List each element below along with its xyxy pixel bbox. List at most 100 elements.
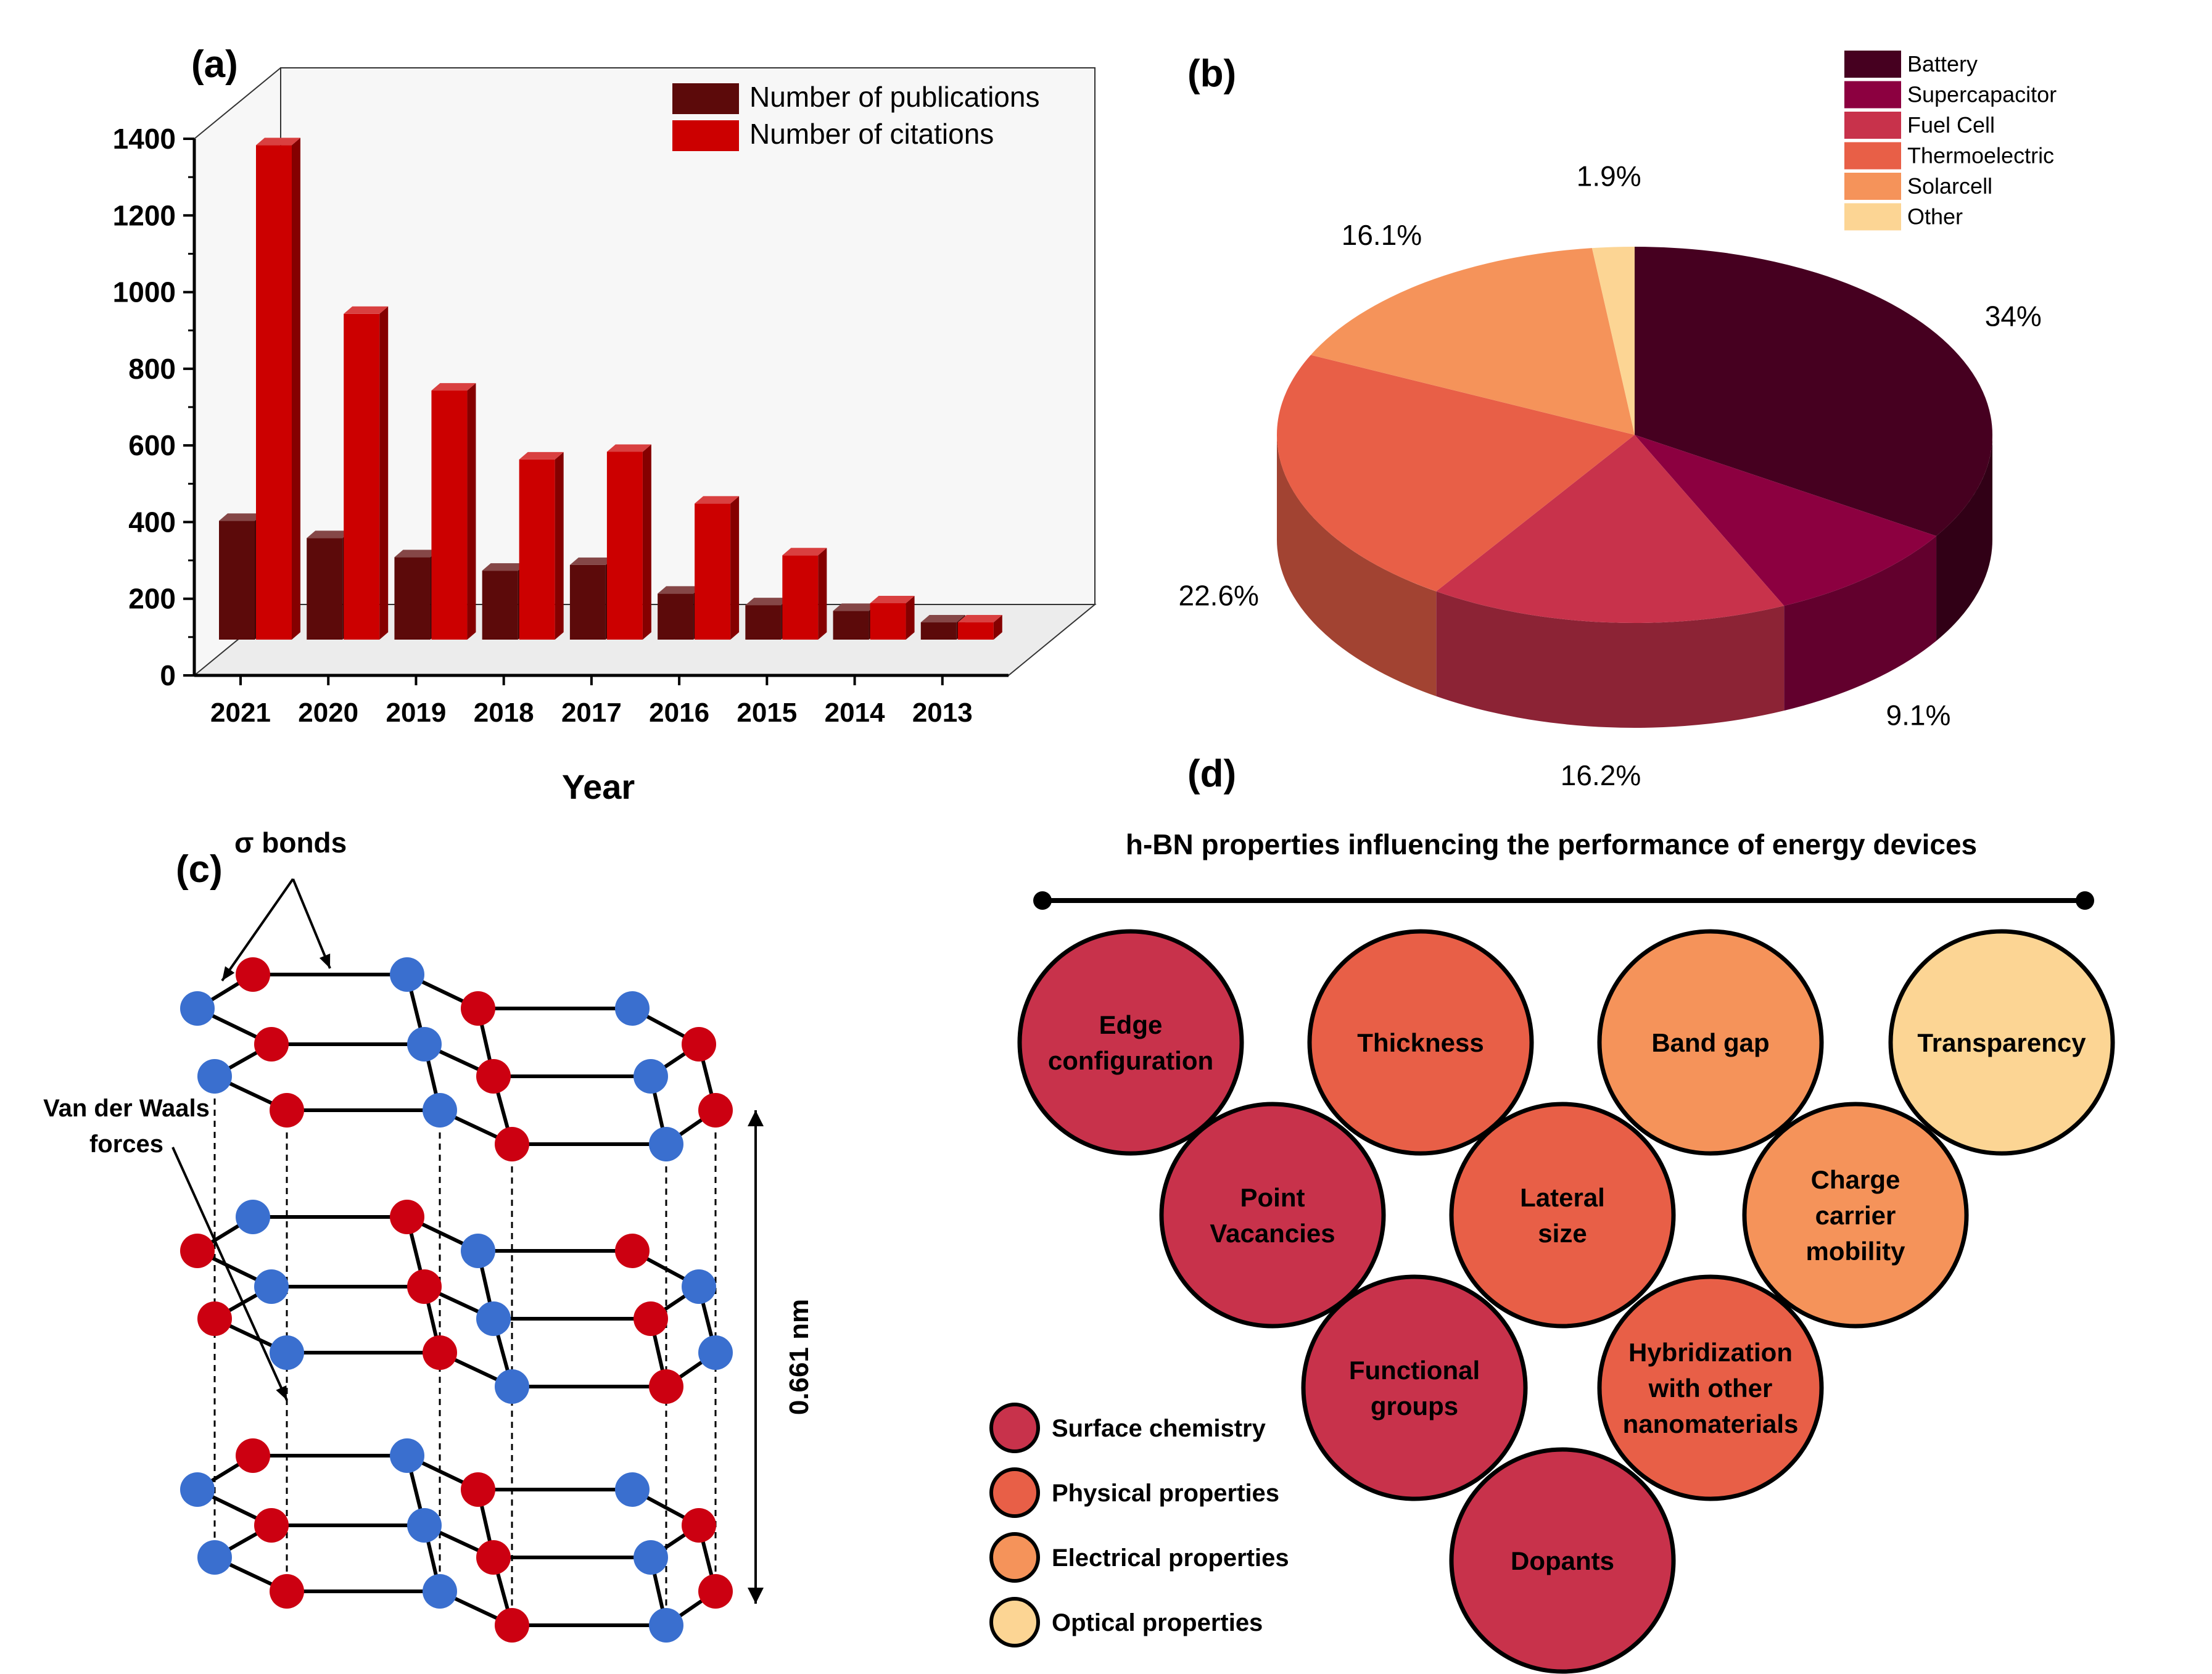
property-label: groups (1371, 1392, 1458, 1420)
x-axis-title: Year (562, 767, 635, 806)
vdw-label: Van der Waals (43, 1095, 210, 1122)
bar-top (256, 138, 300, 146)
bar-front (695, 503, 731, 640)
atom (682, 1269, 716, 1304)
bar-top (394, 550, 439, 558)
legend-label: Battery (1907, 51, 1978, 76)
bar-top (606, 444, 651, 452)
property-label: Point (1240, 1183, 1305, 1212)
atom (407, 1027, 442, 1062)
legend-swatch (1844, 81, 1901, 109)
atom (633, 1540, 668, 1575)
bar-front (482, 571, 518, 640)
atom (682, 1027, 716, 1062)
pie-slice-supercapacitor (1635, 435, 1937, 606)
property-bubble (1597, 1274, 1824, 1501)
diagram-title: h-BN properties influencing the performa… (1126, 828, 1977, 860)
pointer-arrow (292, 878, 331, 969)
bar-side (555, 451, 564, 640)
atom (390, 957, 424, 992)
bar-front (833, 611, 869, 640)
atom (615, 991, 650, 1026)
property-label: Vacancies (1210, 1219, 1335, 1248)
bar-top (695, 496, 740, 504)
atom (461, 991, 495, 1026)
panel-c-hbn-structure: 0.661 nm σ bonds Van der Waals forces (c) (43, 827, 814, 1643)
x-tick-label: 2016 (649, 698, 709, 728)
panel-label-d: (d) (1187, 752, 1236, 795)
panel-label-c: (c) (176, 848, 223, 891)
back-wall (280, 67, 1096, 605)
atom (390, 1200, 424, 1234)
atom (236, 1200, 270, 1234)
legend-label: Number of citations (749, 118, 994, 150)
bar-top (745, 598, 790, 606)
bar-side (642, 444, 651, 640)
bar-front (957, 622, 994, 640)
pie-value-label: 22.6% (1179, 579, 1259, 611)
bar-side (730, 496, 740, 640)
legend-label: Solarcell (1907, 173, 1992, 199)
arrow-head (276, 1385, 287, 1400)
bar-number-of-citations (957, 615, 1002, 640)
property-label: size (1538, 1219, 1587, 1248)
atom (698, 1335, 733, 1370)
y-tick-label: 1000 (113, 276, 176, 308)
pie-value-label: 1.9% (1577, 160, 1641, 192)
x-tick-label: 2019 (386, 698, 446, 728)
property-label: configuration (1048, 1046, 1213, 1075)
y-tick-label: 800 (128, 353, 176, 385)
x-tick-label: 2021 (210, 698, 271, 728)
bar-front (394, 557, 431, 640)
atom (407, 1508, 442, 1543)
y-tick-label: 1400 (113, 123, 176, 155)
bar-top (219, 513, 263, 521)
atom (197, 1059, 232, 1094)
property-label: nanomaterials (1623, 1409, 1799, 1438)
legend-swatch (1844, 51, 1901, 78)
bar-top (431, 383, 476, 391)
bar-side (379, 306, 389, 640)
bar-number-of-citations (870, 595, 915, 640)
pie-slice-other (1591, 247, 1635, 435)
bar-top (957, 615, 1002, 623)
atom (649, 1369, 683, 1404)
atom (423, 1335, 457, 1370)
panel-label-a: (a) (191, 43, 238, 86)
bar-front (782, 555, 819, 640)
pointer-arrow (171, 1147, 288, 1401)
bar-number-of-publications (745, 598, 790, 640)
atom (407, 1269, 442, 1304)
pointer-arrow (221, 878, 294, 982)
bar-front (870, 603, 906, 640)
atom (476, 1301, 511, 1336)
atom (495, 1127, 529, 1161)
atom (236, 1438, 270, 1473)
atom (649, 1608, 683, 1643)
bar-top (833, 603, 878, 611)
property-bubble (1742, 1102, 1969, 1329)
category-legend-label: Surface chemistry (1052, 1415, 1266, 1442)
dimension-label: 0.661 nm (784, 1299, 814, 1415)
category-legend-dot (989, 1467, 1040, 1518)
atom (180, 1472, 215, 1507)
panel-d-properties-diagram: (d) h-BN properties influencing the perfo… (989, 752, 2115, 1674)
x-tick-label: 2015 (737, 698, 797, 728)
property-label: Charge (1811, 1165, 1900, 1194)
legend-label: Supercapacitor (1907, 82, 2057, 107)
bar-top (519, 451, 564, 460)
bar-front (344, 313, 380, 640)
bar-number-of-citations (519, 451, 564, 640)
bar-top (782, 548, 827, 556)
arrow-head (222, 966, 235, 981)
atom (180, 1234, 215, 1268)
bar-front (519, 459, 555, 640)
x-tick-label: 2013 (912, 698, 973, 728)
bar-front (431, 390, 468, 640)
pie-value-label: 16.1% (1342, 219, 1422, 251)
category-legend-label: Optical properties (1052, 1609, 1263, 1636)
property-bubble (1597, 929, 1824, 1156)
atom (461, 1234, 495, 1268)
wall-edge (194, 67, 281, 139)
